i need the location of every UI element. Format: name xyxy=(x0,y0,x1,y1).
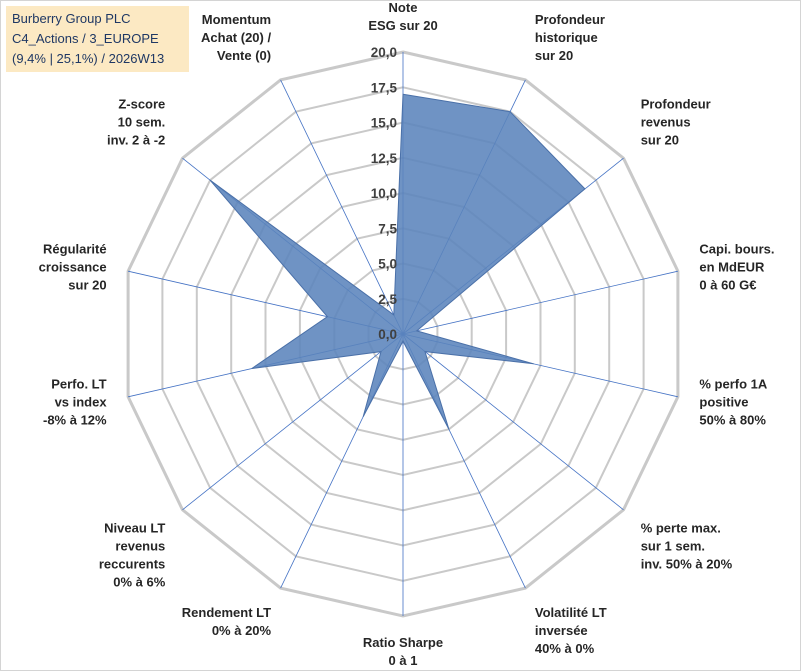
axis-label-4: % perfo 1A positive 50% à 80% xyxy=(699,377,768,428)
axis-label-2-line-0: Profondeur xyxy=(641,97,711,112)
axis-label-1-line-1: historique xyxy=(535,30,598,45)
axis-label-3-line-2: 0 à 60 G€ xyxy=(699,277,756,292)
axis-label-9: Niveau LT revenus reccurents 0% à 6% xyxy=(99,521,166,590)
axis-label-4-line-1: positive xyxy=(699,395,748,410)
axis-label-5-line-2: inv. 50% à 20% xyxy=(641,557,733,572)
axis-label-2-line-1: revenus xyxy=(641,115,691,130)
title-params: (9,4% | 25,1%) / 2026W13 xyxy=(12,51,165,66)
axis-label-11-line-0: Régularité xyxy=(43,241,107,256)
axis-spoke-5 xyxy=(402,333,624,511)
tick-label-7: 17,5 xyxy=(371,80,398,95)
axis-label-2-line-2: sur 20 xyxy=(641,133,679,148)
title-category: C4_Actions / 3_EUROPE xyxy=(12,31,159,46)
axis-label-10-line-1: vs index xyxy=(55,395,108,410)
axis-labels: Note ESG sur 20 Profondeur historique sur 20… xyxy=(39,0,775,668)
tick-label-0: 0,0 xyxy=(378,327,397,342)
axis-label-5-line-1: sur 1 sem. xyxy=(641,539,705,554)
axis-spoke-9 xyxy=(182,333,404,511)
axis-label-0: Note ESG sur 20 xyxy=(368,0,437,33)
axis-label-7: Ratio Sharpe 0 à 1 xyxy=(363,635,443,668)
title-company: Burberry Group PLC xyxy=(12,11,131,26)
axis-label-9-line-3: 0% à 6% xyxy=(113,575,165,590)
axis-label-3-line-1: en MdEUR xyxy=(699,259,765,274)
axis-label-10-line-2: -8% à 12% xyxy=(43,413,107,428)
axis-label-13-line-2: Vente (0) xyxy=(217,48,271,63)
axis-label-11-line-1: croissance xyxy=(39,259,107,274)
axis-label-10-line-0: Perfo. LT xyxy=(51,377,106,392)
axis-label-2: Profondeur revenus sur 20 xyxy=(641,97,711,148)
axis-label-8-line-1: 0% à 20% xyxy=(212,623,272,638)
axis-label-9-line-2: reccurents xyxy=(99,557,165,572)
tick-label-8: 20,0 xyxy=(371,45,397,60)
axis-label-4-line-0: % perfo 1A xyxy=(699,377,768,392)
axis-label-3-line-0: Capi. bours. xyxy=(699,241,774,256)
axis-label-0-line-1: ESG sur 20 xyxy=(368,18,437,33)
axis-label-11-line-2: sur 20 xyxy=(68,277,106,292)
axis-label-7-line-0: Ratio Sharpe xyxy=(363,635,443,650)
axis-label-1-line-0: Profondeur xyxy=(535,12,605,27)
axis-label-9-line-0: Niveau LT xyxy=(104,521,165,536)
axis-label-10: Perfo. LT vs index -8% à 12% xyxy=(43,377,107,428)
tick-label-2: 5,0 xyxy=(378,257,397,272)
axis-spoke-3 xyxy=(402,270,678,335)
axis-label-13-line-0: Momentum xyxy=(202,12,271,27)
axis-label-12-line-1: 10 sem. xyxy=(118,115,166,130)
axis-label-9-line-1: revenus xyxy=(115,539,165,554)
axis-label-6: Volatilité LT inversée 40% à 0% xyxy=(535,605,607,656)
axis-label-13-line-1: Achat (20) / xyxy=(201,30,271,45)
axis-label-6-line-0: Volatilité LT xyxy=(535,605,607,620)
tick-label-1: 2,5 xyxy=(378,292,397,307)
axis-label-7-line-1: 0 à 1 xyxy=(389,653,418,668)
axis-label-12-line-0: Z-score xyxy=(118,97,165,112)
tick-label-4: 10,0 xyxy=(371,186,397,201)
axis-label-0-line-0: Note xyxy=(389,0,418,15)
axis-label-13: Momentum Achat (20) / Vente (0) xyxy=(201,12,271,63)
data-series xyxy=(209,93,586,430)
axis-label-5-line-0: % perte max. xyxy=(641,521,721,536)
axis-label-1-line-2: sur 20 xyxy=(535,48,573,63)
axis-spoke-13 xyxy=(280,79,404,335)
tick-labels: 0,0 2,5 5,0 7,5 10,0 12,5 15,0 17,5 20,0 xyxy=(371,45,398,342)
axis-label-8: Rendement LT 0% à 20% xyxy=(182,605,272,638)
tick-label-3: 7,5 xyxy=(378,221,397,236)
axis-label-4-line-2: 50% à 80% xyxy=(699,413,766,428)
axis-label-3: Capi. bours. en MdEUR 0 à 60 G€ xyxy=(699,241,774,292)
axis-label-11: Régularité croissance sur 20 xyxy=(39,241,107,292)
chart-title-box: Burberry Group PLC C4_Actions / 3_EUROPE… xyxy=(6,6,189,72)
axis-label-12-line-2: inv. 2 à -2 xyxy=(107,133,165,148)
axis-label-8-line-0: Rendement LT xyxy=(182,605,271,620)
axis-label-6-line-2: 40% à 0% xyxy=(535,641,595,656)
series-area xyxy=(209,93,586,430)
tick-label-6: 15,0 xyxy=(371,116,397,131)
axis-label-1: Profondeur historique sur 20 xyxy=(535,12,605,63)
axis-label-6-line-1: inversée xyxy=(535,623,588,638)
axis-label-12: Z-score 10 sem. inv. 2 à -2 xyxy=(107,97,165,148)
axis-label-5: % perte max. sur 1 sem. inv. 50% à 20% xyxy=(641,521,733,572)
tick-label-5: 12,5 xyxy=(371,151,398,166)
